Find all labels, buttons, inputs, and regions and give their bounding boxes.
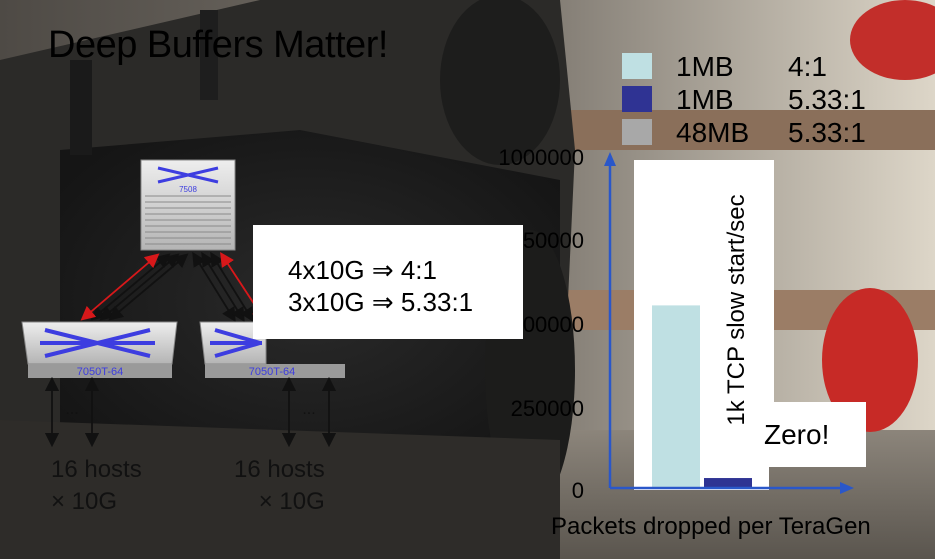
host-ellipsis: ... bbox=[302, 401, 315, 418]
hosts-label-left: 16 hosts × 10G bbox=[51, 454, 142, 518]
leaf-switch-left: 7050T-64 bbox=[21, 321, 178, 378]
callout-line-2: 3x10G ⇒ 5.33:1 bbox=[288, 287, 474, 317]
bar-2 bbox=[704, 478, 752, 488]
legend-size: 1MB bbox=[676, 84, 734, 115]
host-links-right bbox=[281, 376, 337, 448]
hosts-speed: × 10G bbox=[51, 488, 118, 515]
hosts-count: 16 hosts bbox=[234, 456, 325, 483]
chassis-slots-icon bbox=[145, 195, 231, 245]
spine-switch: 7508 bbox=[140, 159, 236, 251]
uplinks-left bbox=[90, 253, 189, 321]
legend-swatch bbox=[622, 119, 652, 145]
switch-arrows-icon bbox=[157, 166, 219, 184]
x-axis-label: Packets dropped per TeraGen bbox=[551, 513, 871, 540]
switch-arrows-icon bbox=[210, 328, 262, 358]
leaf-switch-label: 7050T-64 bbox=[77, 366, 123, 378]
hosts-label-right: 16 hosts × 10G bbox=[234, 454, 325, 518]
legend-ratio: 5.33:1 bbox=[788, 117, 866, 148]
y-tick-label: 0 bbox=[571, 478, 584, 503]
uplinks-right bbox=[192, 251, 254, 323]
legend-swatch bbox=[622, 53, 652, 79]
zero-callout: Zero! bbox=[753, 402, 866, 467]
callout-line-1: 4x10G ⇒ 4:1 bbox=[288, 255, 437, 285]
host-links-left bbox=[44, 376, 100, 448]
y-tick-label: 1000000 bbox=[498, 145, 584, 170]
y-tick-label: 250000 bbox=[510, 396, 584, 421]
spine-switch-label: 7508 bbox=[179, 185, 197, 194]
zero-label: Zero! bbox=[764, 419, 830, 450]
uplink-red-left bbox=[80, 253, 160, 321]
leaf-switch-label: 7050T-64 bbox=[249, 366, 295, 378]
slide-title: Deep Buffers Matter! bbox=[48, 24, 388, 66]
bar-1 bbox=[652, 305, 700, 488]
hosts-count: 16 hosts bbox=[51, 456, 142, 483]
legend-ratio: 4:1 bbox=[788, 51, 827, 82]
legend-size: 48MB bbox=[676, 117, 750, 148]
leaf-switch-right: 7050T-64 bbox=[199, 321, 345, 378]
hosts-speed: × 10G bbox=[258, 488, 325, 515]
host-ellipsis: ... bbox=[65, 401, 78, 418]
legend-ratio: 5.33:1 bbox=[788, 84, 866, 115]
switch-arrows-icon bbox=[40, 328, 155, 358]
x-axis-arrow-icon bbox=[840, 482, 854, 494]
y-axis-arrow-icon bbox=[604, 152, 616, 166]
oversubscription-callout: 4x10G ⇒ 4:1 3x10G ⇒ 5.33:1 bbox=[253, 225, 523, 339]
legend-swatch bbox=[622, 86, 652, 112]
legend-size: 1MB bbox=[676, 51, 734, 82]
